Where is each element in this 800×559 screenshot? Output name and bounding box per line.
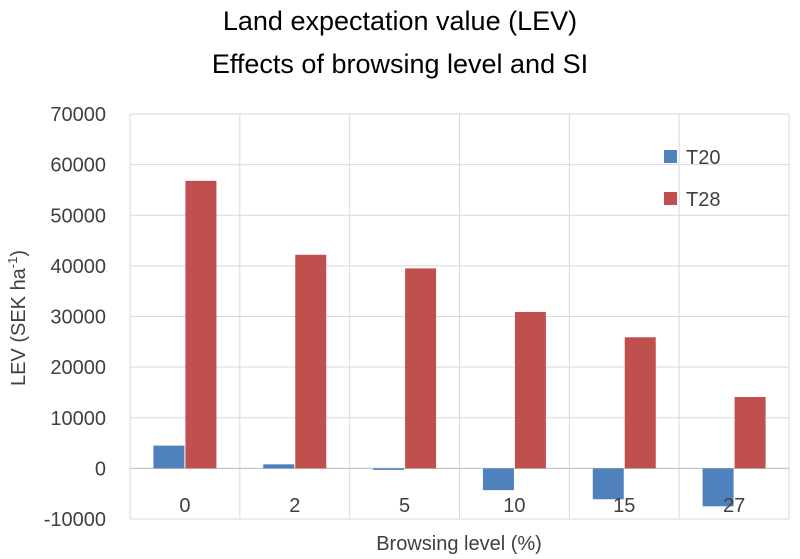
y-tick-label: 30000 xyxy=(50,307,106,329)
x-tick-label: 2 xyxy=(289,495,300,517)
x-axis-label: Browsing level (%) xyxy=(376,533,542,555)
bars xyxy=(153,180,766,507)
y-tick-labels: -10000 0 10000 20000 30000 40000 50000 60000 700… xyxy=(44,104,106,531)
y-tick-label: 20000 xyxy=(50,357,106,379)
legend-label-t20: T20 xyxy=(686,147,720,169)
chart-title-line-2: Effects of browsing level and SI xyxy=(212,49,588,79)
bar-t20-10 xyxy=(482,468,514,491)
y-tick-label: -10000 xyxy=(44,509,106,531)
bar-t28-0 xyxy=(185,180,217,469)
y-axis-label-end: ) xyxy=(8,250,30,257)
y-axis-label-sup: -1 xyxy=(5,257,20,269)
x-tick-label: 0 xyxy=(179,495,190,517)
y-tick-label: 50000 xyxy=(50,205,106,227)
bar-t28-27 xyxy=(734,396,766,469)
x-tick-labels: 0 2 5 10 15 27 xyxy=(179,495,745,517)
y-tick-label: 10000 xyxy=(50,408,106,430)
grid-lines xyxy=(129,113,790,520)
bar-t20-0 xyxy=(153,445,185,469)
legend: T20 T28 xyxy=(664,147,720,211)
legend-swatch-t28 xyxy=(664,192,677,205)
bar-t28-5 xyxy=(405,268,437,469)
bar-t28-10 xyxy=(514,311,546,469)
x-tick-label: 27 xyxy=(723,495,745,517)
bar-t28-2 xyxy=(295,254,327,469)
x-tick-label: 5 xyxy=(399,495,410,517)
bar-t28-15 xyxy=(624,337,656,469)
x-tick-label: 15 xyxy=(613,495,635,517)
x-tick-label: 10 xyxy=(503,495,525,517)
bar-t20-27 xyxy=(702,468,734,507)
y-tick-label: 60000 xyxy=(50,155,106,177)
y-tick-label: 40000 xyxy=(50,256,106,278)
y-tick-label: 0 xyxy=(95,458,106,480)
y-axis-label-main: LEV (SEK ha xyxy=(8,267,30,386)
bar-t20-15 xyxy=(592,468,624,500)
y-axis-label: LEV (SEK ha-1) xyxy=(5,250,30,386)
bar-t20-5 xyxy=(373,468,405,470)
bar-t20-2 xyxy=(263,464,295,469)
chart-title-line-1: Land expectation value (LEV) xyxy=(223,6,577,36)
legend-swatch-t20 xyxy=(664,150,677,163)
y-tick-label: 70000 xyxy=(50,104,106,126)
legend-label-t28: T28 xyxy=(686,189,720,211)
